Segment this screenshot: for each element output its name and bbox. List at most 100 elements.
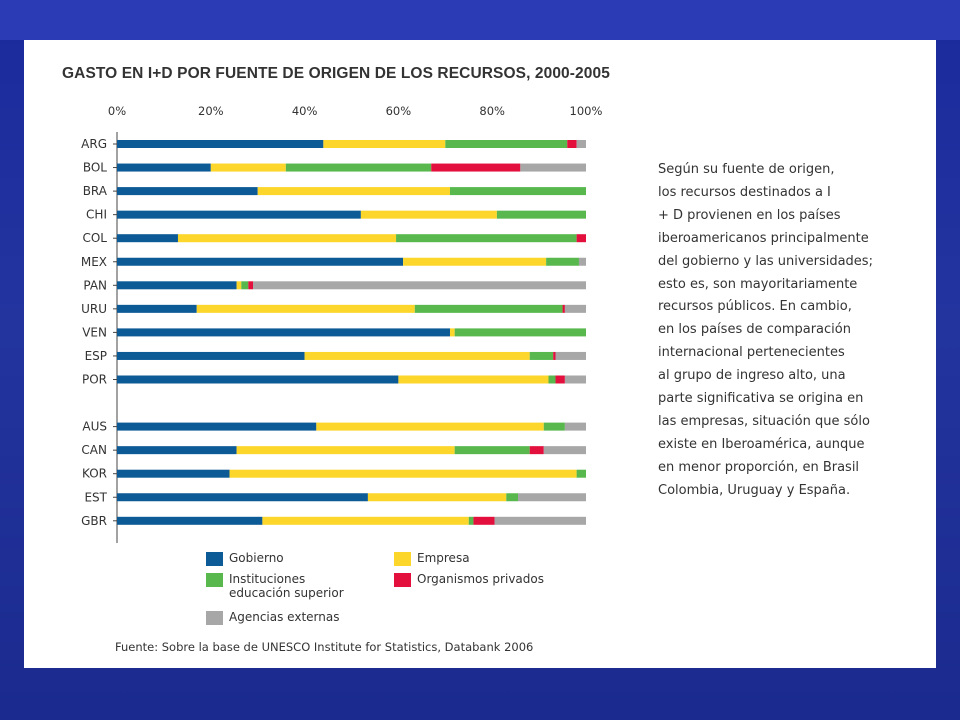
legend-label-empresa: Empresa [417, 551, 470, 565]
bar-segment-agencias [564, 375, 586, 384]
y-category-label: POR [82, 373, 107, 387]
bar-segment-organismos [473, 516, 495, 525]
x-tick-label: 60% [386, 104, 412, 118]
y-category-label: ARG [81, 137, 107, 151]
side-paragraph-line: los recursos destinados a I [658, 184, 831, 200]
bar-segment-agencias [564, 422, 586, 431]
bar-segment-agencias [543, 446, 586, 455]
bar-segment-organismos [562, 304, 565, 313]
legend-swatch-agencias [206, 611, 223, 625]
legend-label-agencias: Agencias externas [229, 610, 340, 624]
bar-segment-organismos [567, 140, 577, 148]
bar-segment-agencias [555, 351, 586, 360]
x-tick-label: 0% [108, 104, 126, 118]
bar-segment-organismos [529, 446, 544, 455]
side-paragraph-line: parte significativa se origina en [658, 391, 864, 407]
bar-segment-gobierno [117, 257, 404, 266]
bar-segment-instituciones [445, 140, 568, 148]
bar-segment-empresa [323, 140, 446, 148]
bar-segment-gobierno [117, 375, 399, 384]
y-category-label: CAN [81, 443, 107, 457]
y-category-label: COL [82, 231, 107, 245]
bar-segment-instituciones [468, 516, 474, 525]
legend-swatch-gobierno [206, 552, 223, 566]
legend-item-organismos: Organismos privados [394, 572, 544, 587]
bar-segment-empresa [229, 469, 577, 478]
legend-swatch-instituciones [206, 573, 223, 587]
bar-segment-agencias [494, 516, 586, 525]
bar-segment-empresa [236, 281, 242, 290]
bar-segment-gobierno [117, 304, 197, 313]
bar-segment-agencias [520, 163, 586, 172]
y-category-label: URU [81, 302, 107, 316]
legend-label-instituciones: Instituciones educación superior [229, 572, 344, 600]
bar-segment-empresa [177, 234, 397, 243]
stacked-bar-chart: 0% 20% 40% 60% 80% 100% ARG BOL BRA CHI COL MEX PAN U… [81, 104, 603, 543]
bar-segment-empresa [257, 187, 450, 196]
y-category-label: PAN [83, 278, 107, 292]
bar-segment-gobierno [117, 516, 263, 525]
side-paragraph-line: Colombia, Uruguay y España. [658, 482, 851, 498]
bar-segment-instituciones [496, 210, 586, 219]
bar-segment-gobierno [117, 446, 237, 455]
bar-segment-empresa [196, 304, 415, 313]
y-category-label: AUS [82, 420, 107, 434]
bar-segment-empresa [316, 422, 544, 431]
chart-title: GASTO EN I+D POR FUENTE DE ORIGEN DE LOS… [62, 65, 610, 82]
bar-segment-instituciones [548, 375, 556, 384]
bar-segment-gobierno [117, 140, 324, 148]
side-paragraph-line: recursos públicos. En cambio, [658, 299, 852, 315]
bar-segment-gobierno [117, 328, 450, 337]
bar-segment-instituciones [529, 351, 554, 360]
bar-segment-instituciones [454, 328, 586, 337]
bar-segment-organismos [553, 351, 556, 360]
bar-segment-agencias [578, 257, 586, 266]
legend-swatch-empresa [394, 552, 411, 566]
bar-segment-instituciones [449, 187, 586, 196]
bar-segment-empresa [210, 163, 286, 172]
x-tick-label: 40% [292, 104, 318, 118]
bar-segment-instituciones [285, 163, 432, 172]
bar-segment-empresa [304, 351, 530, 360]
bar-segment-gobierno [117, 281, 237, 290]
bar-segment-organismos [248, 281, 254, 290]
bar-segment-organismos [576, 234, 586, 243]
bar-segment-empresa [236, 446, 455, 455]
y-category-label: MEX [81, 255, 107, 269]
side-paragraph-line: del gobierno y las universidades; [658, 253, 873, 269]
bar-segment-empresa [449, 328, 455, 337]
slide-top-band [0, 0, 960, 40]
legend-label-instituciones-line2: educación superior [229, 586, 344, 600]
bar-segment-gobierno [117, 351, 305, 360]
bar-segment-instituciones [546, 257, 579, 266]
bar-segment-agencias [576, 140, 586, 148]
y-category-label: BOL [83, 161, 107, 175]
side-paragraph-line: esto es, son mayoritariamente [658, 276, 858, 292]
bar-segment-empresa [367, 493, 507, 502]
y-category-label: ESP [85, 349, 107, 363]
bar-segment-instituciones [576, 469, 586, 478]
side-paragraph-line: + D provienen en los países [658, 207, 841, 223]
bar-segment-instituciones [454, 446, 530, 455]
bar-segment-organismos [431, 163, 521, 172]
side-paragraph-line: en menor proporción, en Brasil [658, 459, 860, 475]
bar-segment-instituciones [543, 422, 565, 431]
legend-label-gobierno: Gobierno [229, 551, 284, 565]
bar-segment-agencias [253, 281, 586, 290]
source-note: Fuente: Sobre la base de UNESCO Institut… [115, 640, 534, 654]
bar-segment-empresa [262, 516, 469, 525]
bar-segment-instituciones [241, 281, 249, 290]
x-tick-label: 80% [479, 104, 505, 118]
legend-item-instituciones: Instituciones educación superior [206, 572, 344, 600]
legend-label-instituciones-line1: Instituciones [229, 572, 306, 586]
side-paragraph: Según su fuente de origen, los recursos d… [658, 159, 918, 503]
bar-segment-instituciones [506, 493, 518, 502]
side-paragraph-line: internacional pertenecientes [658, 345, 845, 361]
bar-segment-gobierno [117, 469, 230, 478]
bar-segment-instituciones [396, 234, 577, 243]
bar-segment-gobierno [117, 493, 368, 502]
bar-segment-empresa [360, 210, 497, 219]
bar-segment-organismos [555, 375, 565, 384]
content-panel: GASTO EN I+D POR FUENTE DE ORIGEN DE LOS… [24, 40, 936, 668]
legend-item-agencias: Agencias externas [206, 610, 339, 625]
